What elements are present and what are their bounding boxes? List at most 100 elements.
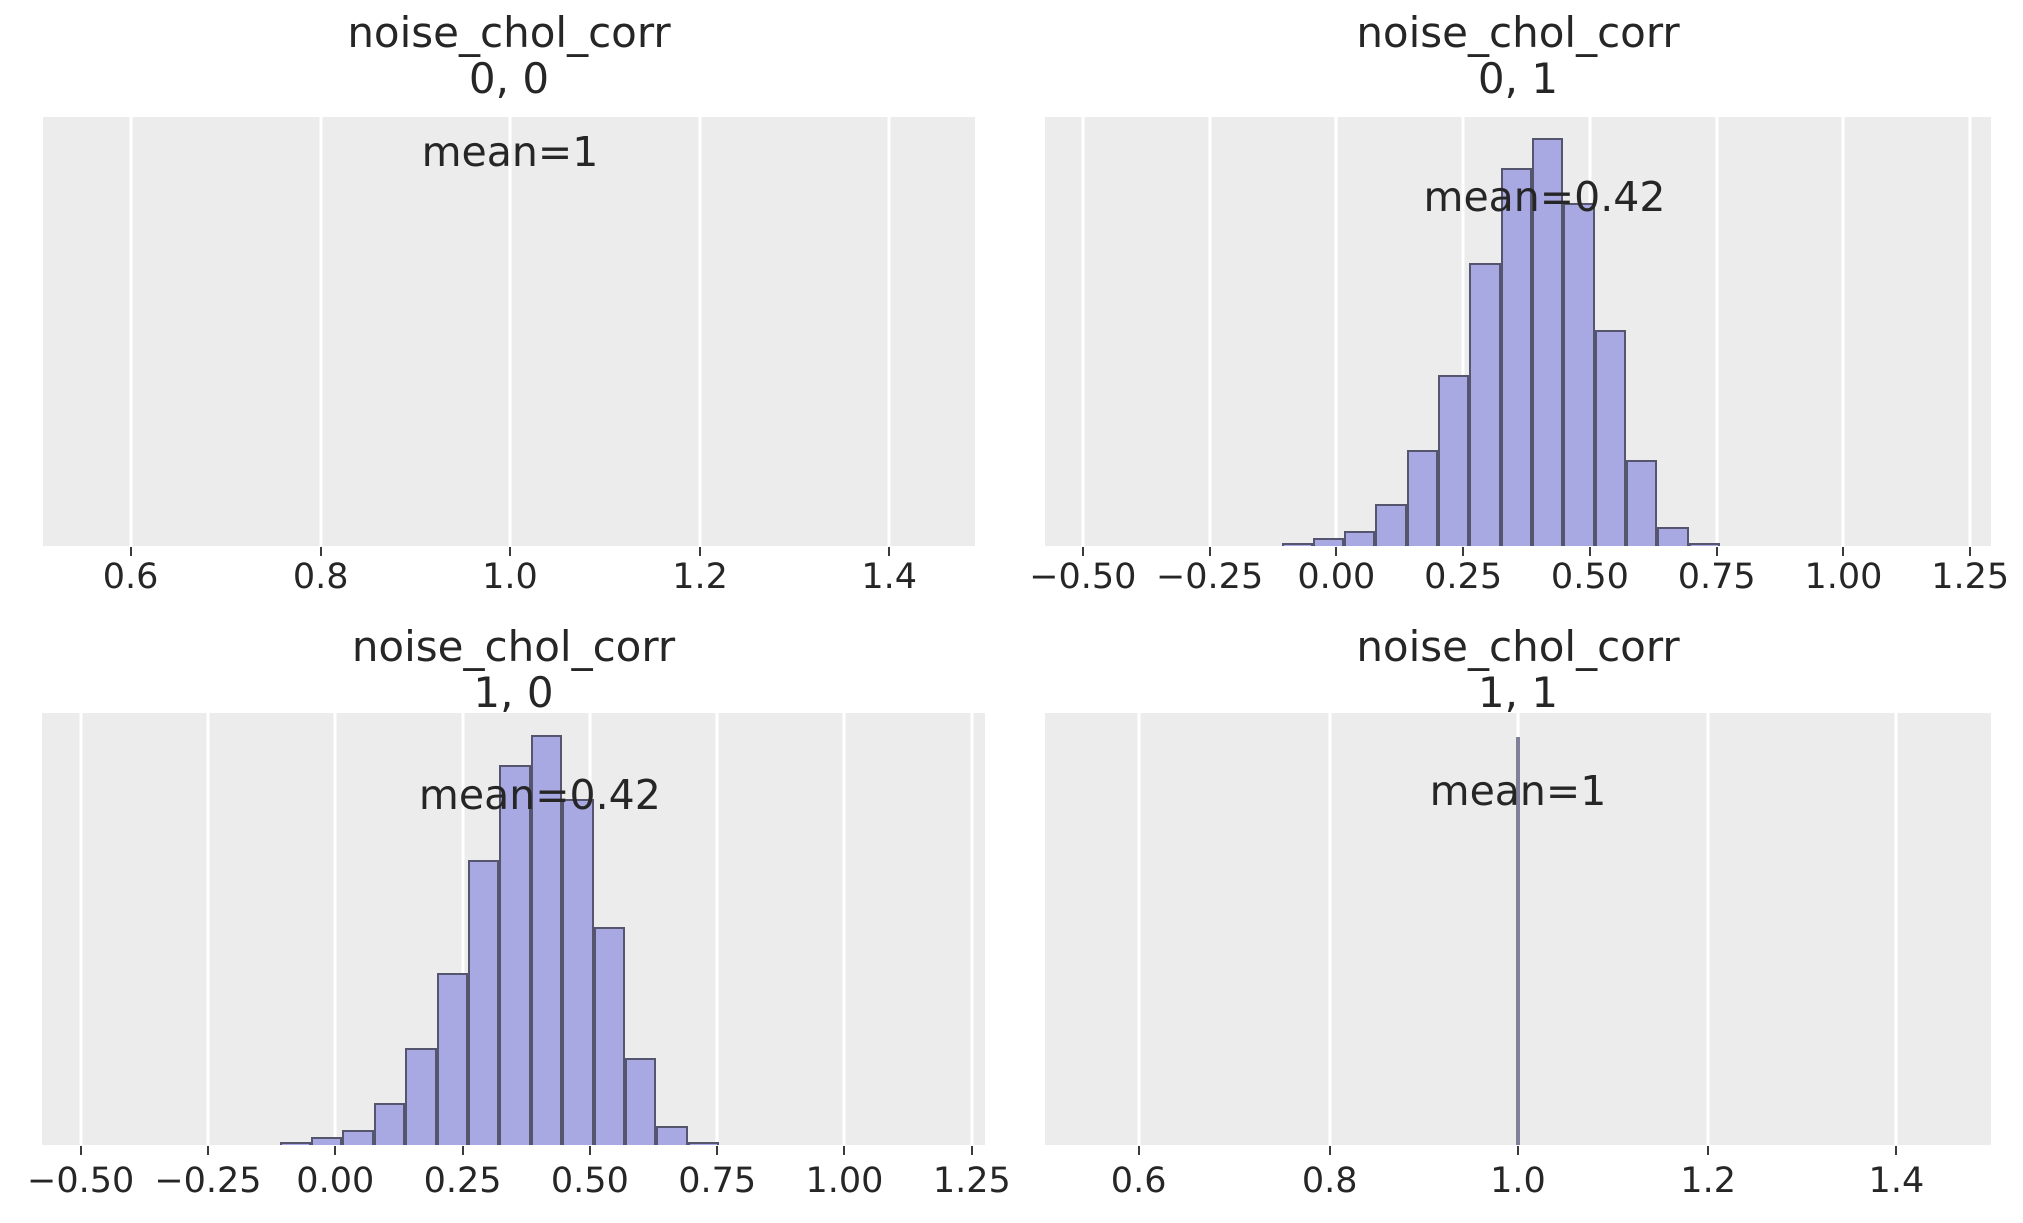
histogram-bar [1469, 262, 1501, 546]
x-tick-mark [699, 547, 702, 556]
x-tick-mark [716, 1146, 719, 1155]
histogram-bar [342, 1129, 374, 1145]
histogram-bar [1625, 459, 1658, 546]
histogram-bar [1312, 537, 1345, 546]
x-tick-mark [1335, 547, 1338, 556]
histogram-bar [1563, 202, 1595, 546]
x-tick-label: 0.25 [423, 1161, 502, 1201]
histogram-bar [436, 972, 469, 1145]
subtitle-line: 1, 0 [473, 668, 554, 717]
x-tick-label: 1.4 [1868, 1161, 1925, 1201]
x-tick-label: 0.8 [1301, 1161, 1358, 1201]
gridline [206, 713, 210, 1145]
x-tick-mark [334, 1146, 337, 1155]
plot-area: mean=0.42 [42, 713, 985, 1145]
x-tick-mark [1707, 1146, 1710, 1155]
histogram-bar [625, 1058, 657, 1145]
x-tick-mark [319, 547, 322, 556]
histogram-bar [1500, 168, 1532, 546]
x-tick-mark [129, 547, 132, 556]
gridline [319, 117, 323, 546]
histogram-bar [1657, 527, 1689, 546]
x-tick-label: 1.0 [1490, 1161, 1546, 1201]
gridline [715, 713, 719, 1145]
subplot-title: noise_chol_corr 0, 1 [1356, 10, 1679, 102]
x-tick-mark [1588, 547, 1591, 556]
subtitle-line: 0, 1 [1477, 54, 1559, 103]
histogram-bar [373, 1102, 406, 1145]
gridline [1081, 117, 1085, 546]
title-line: noise_chol_corr [1356, 622, 1680, 671]
histogram-bar [687, 1141, 720, 1145]
gridline [79, 713, 83, 1145]
x-tick-label: 0.75 [1677, 557, 1756, 597]
x-tick-mark [1081, 547, 1084, 556]
gridline [698, 117, 702, 546]
gridline [1461, 117, 1465, 546]
title-line: noise_chol_corr [1356, 8, 1680, 57]
gridline [887, 117, 891, 546]
x-tick-mark [1462, 547, 1465, 556]
histogram-bar [656, 1126, 688, 1145]
x-tick-mark [1137, 1146, 1140, 1155]
gridline [1706, 713, 1710, 1145]
x-tick-label: 0.50 [550, 1161, 629, 1201]
subplot-title: noise_chol_corr 1, 0 [352, 624, 675, 716]
x-tick-mark [508, 547, 511, 556]
mean-annotation: mean=0.42 [1423, 172, 1666, 221]
x-tick-mark [1895, 1146, 1898, 1155]
histogram-bar [279, 1142, 312, 1145]
gridline [1137, 713, 1141, 1145]
histogram-bar [1344, 531, 1376, 546]
title-line: noise_chol_corr [351, 622, 676, 671]
histogram-bar [1594, 329, 1626, 546]
x-tick-mark [1328, 1146, 1331, 1155]
x-tick-label: −0.25 [1155, 557, 1264, 597]
x-tick-mark [843, 1146, 846, 1155]
mean-annotation: mean=0.42 [418, 771, 661, 820]
delta-spike-line [1516, 736, 1520, 1145]
x-tick-mark [1969, 547, 1972, 556]
x-tick-label: 1.4 [861, 557, 918, 597]
x-tick-label: 0.50 [1550, 557, 1629, 597]
gridline [508, 117, 512, 546]
gridline [1208, 117, 1212, 546]
gridline [1334, 117, 1338, 546]
histogram-bar [311, 1136, 343, 1145]
histogram-bar [1406, 449, 1439, 546]
gridline [1894, 713, 1898, 1145]
x-tick-label: −0.50 [1029, 557, 1137, 597]
histogram-bar [1281, 543, 1313, 546]
histogram-bar [530, 734, 563, 1145]
x-tick-mark [1715, 547, 1718, 556]
x-tick-mark [1208, 547, 1211, 556]
subplot-title: noise_chol_corr 0, 0 [347, 10, 670, 102]
x-tick-label: 1.25 [1931, 557, 2010, 597]
subtitle-line: 1, 1 [1477, 668, 1559, 717]
title-line: noise_chol_corr [347, 8, 671, 57]
mean-annotation: mean=1 [421, 127, 599, 176]
gridline [970, 713, 974, 1145]
x-tick-label: 0.00 [1297, 557, 1376, 597]
plot-area: mean=0.42 [1045, 117, 1991, 546]
plot-area: mean=1 [1045, 713, 1991, 1145]
histogram-bar [499, 764, 531, 1145]
gridline [1328, 713, 1332, 1145]
x-tick-mark [461, 1146, 464, 1155]
gridline [461, 713, 465, 1145]
x-tick-mark [888, 547, 891, 556]
gridline [1968, 117, 1972, 546]
x-tick-label: 1.25 [932, 1161, 1011, 1201]
histogram-bar [593, 927, 626, 1145]
x-tick-label: 1.00 [805, 1161, 884, 1201]
histogram-bar [1688, 543, 1720, 546]
x-tick-label: 1.2 [1680, 1161, 1736, 1201]
x-tick-label: 0.25 [1424, 557, 1503, 597]
x-tick-label: −0.25 [154, 1161, 262, 1201]
x-tick-label: 0.75 [678, 1161, 757, 1201]
x-tick-mark [79, 1146, 82, 1155]
gridline [842, 713, 846, 1145]
gridline [129, 117, 133, 546]
x-tick-label: 0.6 [1110, 1161, 1167, 1201]
